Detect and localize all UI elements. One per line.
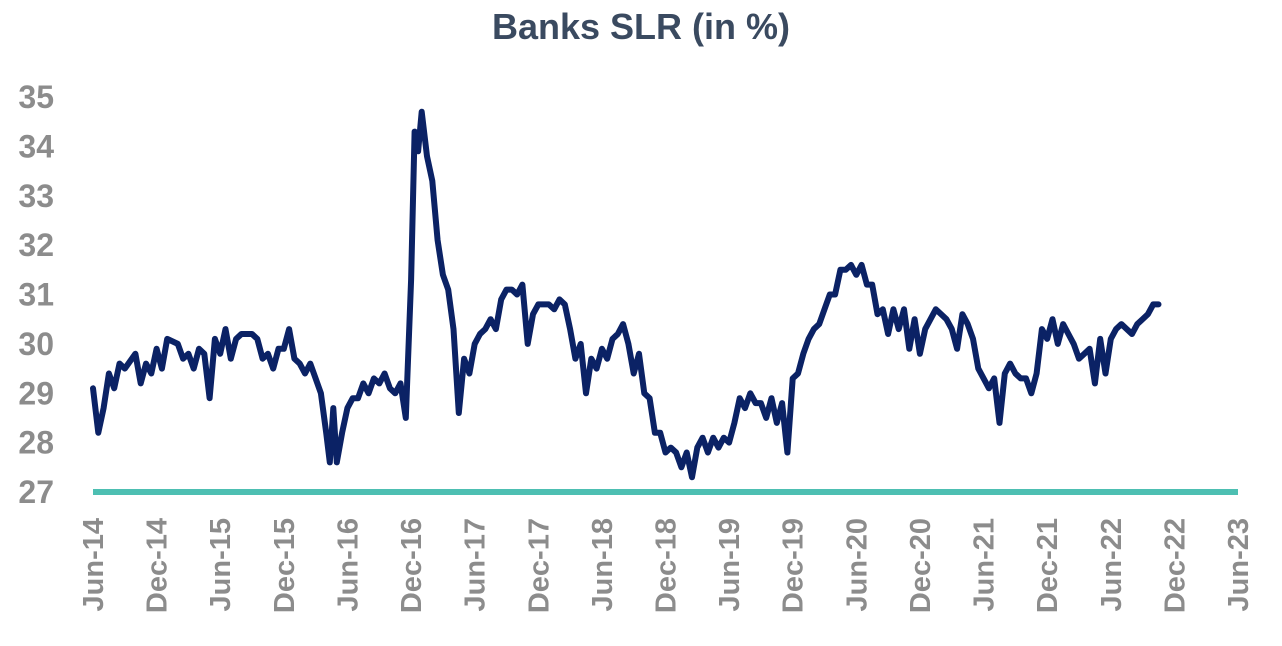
y-tick-label: 28 bbox=[18, 425, 54, 461]
y-tick-label: 32 bbox=[18, 227, 54, 263]
x-tick-label: Dec-15 bbox=[269, 518, 301, 613]
x-tick-label: Jun-15 bbox=[205, 518, 237, 611]
x-tick-label: Jun-19 bbox=[714, 518, 746, 611]
y-tick-label: 27 bbox=[18, 474, 54, 510]
x-tick-label: Dec-14 bbox=[142, 518, 174, 613]
x-tick-label: Jun-16 bbox=[332, 518, 364, 611]
x-tick-label: Jun-22 bbox=[1096, 518, 1128, 611]
y-tick-label: 33 bbox=[18, 178, 54, 214]
x-tick-label: Dec-19 bbox=[778, 518, 810, 613]
x-tick-label: Dec-17 bbox=[523, 518, 555, 613]
x-axis: Jun-14 Dec-14 Jun-15 Dec-15 Jun-16 Dec-16 Jun-… bbox=[78, 518, 1255, 613]
y-tick-label: 34 bbox=[18, 128, 54, 164]
x-tick-label: Dec-18 bbox=[651, 518, 683, 613]
y-axis: 27 28 29 30 31 32 33 34 35 bbox=[18, 79, 54, 510]
x-tick-label: Jun-23 bbox=[1223, 518, 1255, 611]
x-tick-label: Dec-21 bbox=[1032, 518, 1064, 613]
x-tick-label: Jun-21 bbox=[969, 518, 1001, 611]
y-tick-label: 31 bbox=[18, 277, 54, 313]
x-tick-label: Dec-22 bbox=[1159, 518, 1191, 613]
x-tick-label: Dec-20 bbox=[905, 518, 937, 613]
x-tick-label: Jun-17 bbox=[460, 518, 492, 611]
y-tick-label: 35 bbox=[18, 79, 54, 115]
chart-title: Banks SLR (in %) bbox=[491, 6, 791, 47]
x-tick-label: Dec-16 bbox=[396, 518, 428, 613]
series-line bbox=[90, 108, 1162, 481]
x-tick-label: Jun-14 bbox=[78, 518, 110, 611]
y-tick-label: 30 bbox=[18, 326, 54, 362]
x-tick-label: Jun-18 bbox=[587, 518, 619, 611]
x-tick-label: Jun-20 bbox=[841, 518, 873, 611]
y-tick-label: 29 bbox=[18, 375, 54, 411]
